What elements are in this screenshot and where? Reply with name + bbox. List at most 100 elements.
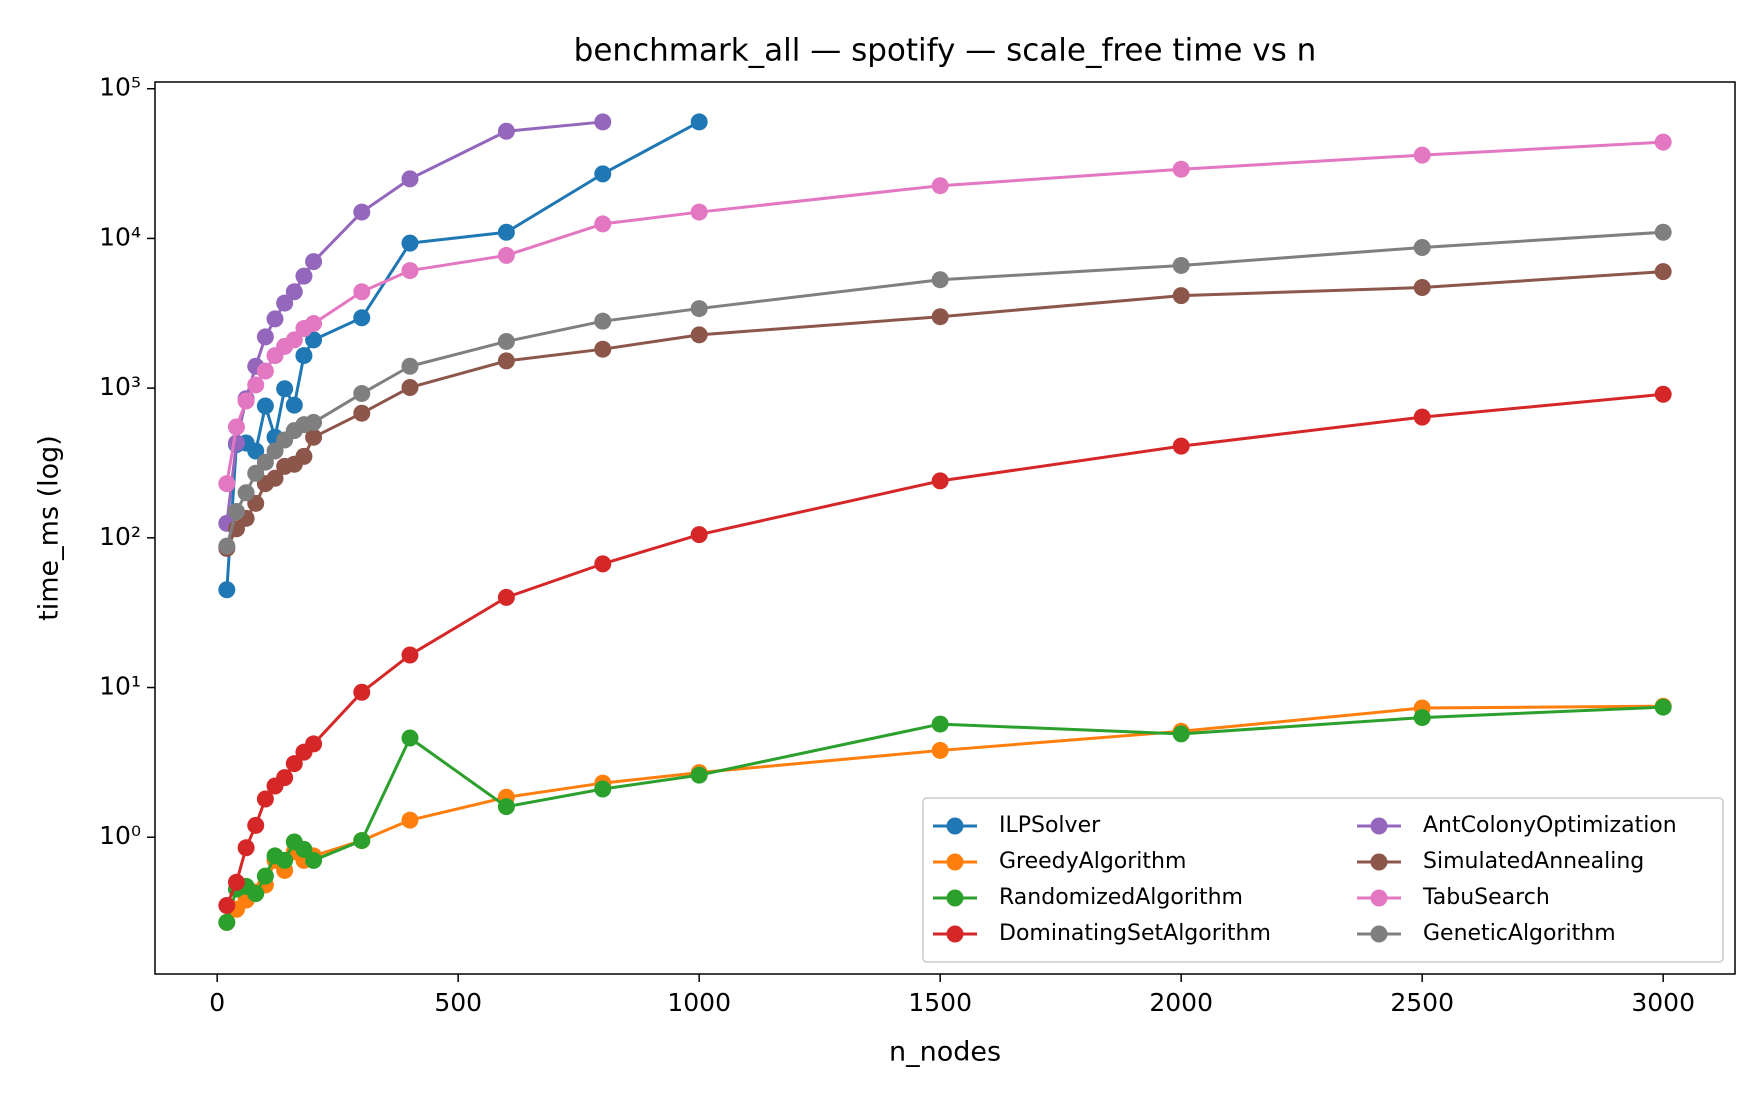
data-point <box>1654 133 1672 151</box>
data-point <box>247 816 265 834</box>
data-point <box>690 326 708 344</box>
legend-marker <box>1370 925 1388 943</box>
data-point <box>305 331 323 349</box>
data-point <box>353 832 371 850</box>
data-point <box>594 165 612 183</box>
data-point <box>401 811 419 829</box>
data-point <box>1413 238 1431 256</box>
data-point <box>1654 385 1672 403</box>
legend-label: GreedyAlgorithm <box>999 849 1186 874</box>
data-point <box>353 283 371 301</box>
data-point <box>1413 408 1431 426</box>
data-point <box>931 177 949 195</box>
data-point <box>266 310 284 328</box>
y-tick-label: 10³ <box>99 372 141 401</box>
chart-title: benchmark_all — spotify — scale_free tim… <box>574 33 1317 69</box>
data-point <box>497 223 515 241</box>
data-point <box>237 484 255 502</box>
data-point <box>305 428 323 446</box>
data-point <box>256 362 274 380</box>
data-point <box>305 413 323 431</box>
data-point <box>353 203 371 221</box>
data-point <box>266 469 284 487</box>
data-point <box>690 300 708 318</box>
data-point <box>218 475 236 493</box>
data-point <box>227 502 245 520</box>
x-axis-label: n_nodes <box>889 1037 1001 1068</box>
x-tick-label: 1000 <box>667 988 731 1017</box>
data-point <box>276 851 294 869</box>
data-point <box>497 122 515 140</box>
data-point <box>1172 160 1190 178</box>
legend-label: DominatingSetAlgorithm <box>999 921 1271 946</box>
data-point <box>1413 146 1431 164</box>
data-point <box>305 315 323 333</box>
data-point <box>931 472 949 490</box>
data-point <box>305 253 323 271</box>
legend-marker <box>946 817 964 835</box>
legend-label: TabuSearch <box>1422 885 1550 910</box>
axes-frame <box>154 81 1736 975</box>
data-point <box>594 340 612 358</box>
data-point <box>256 453 274 471</box>
data-point <box>497 798 515 816</box>
data-point <box>285 283 303 301</box>
data-point <box>227 418 245 436</box>
plot-area <box>218 113 1672 931</box>
data-point <box>401 262 419 280</box>
x-tick-label: 1500 <box>908 988 972 1017</box>
data-point <box>256 790 274 808</box>
data-point <box>285 755 303 773</box>
data-point <box>256 328 274 346</box>
data-point <box>1413 709 1431 727</box>
data-point <box>295 840 313 858</box>
data-point <box>931 271 949 289</box>
data-point <box>266 442 284 460</box>
data-point <box>353 683 371 701</box>
data-point <box>353 385 371 403</box>
legend-marker <box>1370 853 1388 871</box>
data-point <box>256 867 274 885</box>
data-point <box>1172 256 1190 274</box>
data-point <box>247 442 265 460</box>
x-tick-label: 500 <box>434 988 482 1017</box>
data-point <box>218 537 236 555</box>
x-tick-label: 0 <box>209 988 225 1017</box>
x-tick-label: 3000 <box>1631 988 1695 1017</box>
data-point <box>1654 263 1672 281</box>
data-point <box>276 294 294 312</box>
legend-label: RandomizedAlgorithm <box>999 885 1243 910</box>
data-point <box>305 851 323 869</box>
legend-marker <box>1370 817 1388 835</box>
data-point <box>295 347 313 365</box>
data-point <box>594 780 612 798</box>
data-point <box>247 885 265 903</box>
data-point <box>256 397 274 415</box>
data-point <box>497 352 515 370</box>
data-point <box>1413 279 1431 297</box>
data-point <box>497 588 515 606</box>
legend-label: ILPSolver <box>999 813 1101 838</box>
data-point <box>401 357 419 375</box>
legend-marker <box>946 889 964 907</box>
data-point <box>497 246 515 264</box>
y-tick-label: 10¹ <box>99 672 141 701</box>
data-point <box>247 376 265 394</box>
data-point <box>353 404 371 422</box>
y-tick-label: 10⁰ <box>99 821 141 850</box>
legend-label: SimulatedAnnealing <box>1423 849 1644 874</box>
data-point <box>305 735 323 753</box>
x-tick-label: 2000 <box>1149 988 1213 1017</box>
data-point <box>401 646 419 664</box>
data-point <box>931 308 949 326</box>
data-point <box>594 215 612 233</box>
data-point <box>276 380 294 398</box>
data-point <box>931 715 949 733</box>
data-point <box>401 378 419 396</box>
y-tick-label: 10⁵ <box>99 73 141 102</box>
legend: ILPSolver GreedyAlgorithm RandomizedAlgori… <box>922 797 1724 963</box>
data-point <box>227 434 245 452</box>
data-point <box>218 581 236 599</box>
